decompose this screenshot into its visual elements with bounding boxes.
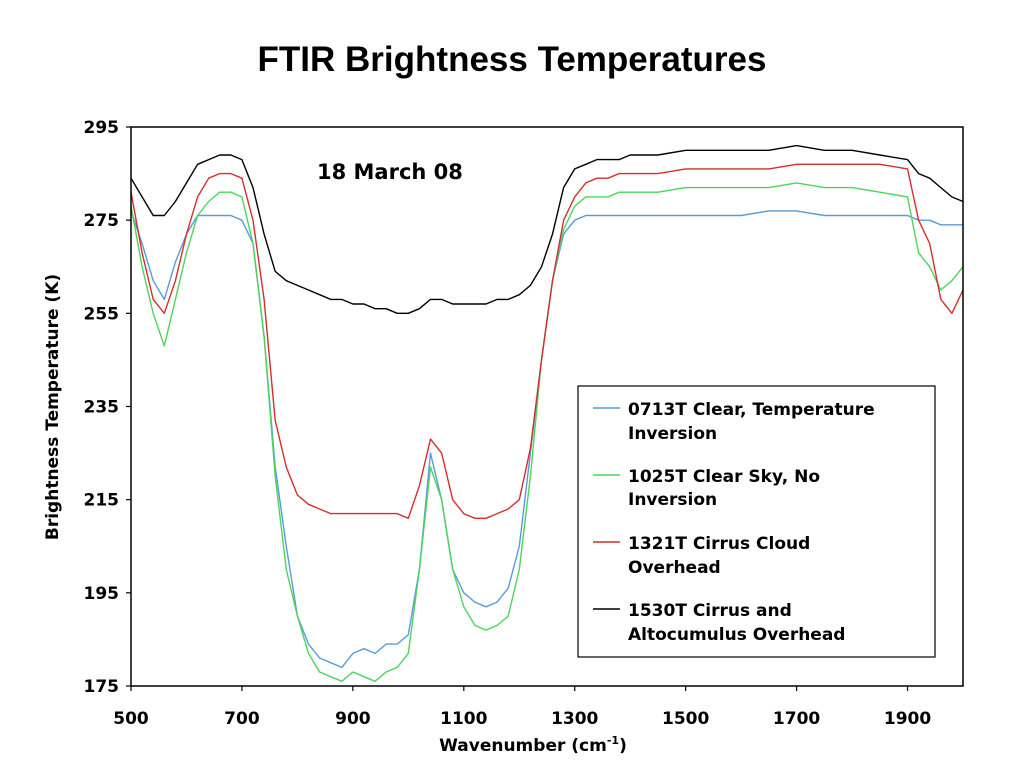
legend-label-2-line1: 1321T Cirrus Cloud — [628, 534, 810, 554]
x-axis-title-text: Wavenumber (cm — [439, 736, 607, 756]
x-tick-label-1300: 1300 — [551, 709, 598, 729]
x-tick-label-1700: 1700 — [773, 709, 820, 729]
legend-label-2-line2: Overhead — [628, 558, 721, 578]
x-tick-label-500: 500 — [113, 709, 149, 729]
x-tick-label-900: 900 — [335, 709, 371, 729]
y-tick-label-235: 235 — [84, 398, 120, 418]
series-line-3 — [130, 144, 964, 314]
x-axis-title-end: ) — [619, 736, 627, 756]
y-tick-label-275: 275 — [84, 211, 120, 231]
y-tick-label-215: 215 — [84, 491, 120, 511]
y-axis-title: Brightness Temperature (K) — [43, 274, 63, 540]
legend-label-1-line1: 1025T Clear Sky, No — [628, 467, 820, 487]
legend-label-0-line2: Inversion — [628, 424, 717, 444]
series-layer — [130, 144, 964, 682]
legend-label-3-line1: 1530T Cirrus and — [628, 601, 792, 621]
y-tick-label-175: 175 — [84, 677, 120, 697]
legend-label-0-line1: 0713T Clear, Temperature — [628, 400, 875, 420]
y-tick-label-255: 255 — [84, 304, 120, 324]
series-line-1 — [130, 182, 964, 682]
legend-box — [577, 385, 936, 658]
legend-label-3-line2: Altocumulus Overhead — [628, 625, 845, 645]
y-tick-label-295: 295 — [84, 118, 120, 138]
x-axis-title-sup: -1 — [607, 734, 619, 747]
legend-label-1-line2: Inversion — [628, 490, 717, 510]
series-line-2 — [130, 163, 964, 519]
series-line-0 — [130, 210, 963, 669]
x-axis-title: Wavenumber (cm-1) — [439, 734, 627, 756]
x-tick-label-700: 700 — [224, 709, 260, 729]
chart-title: FTIR Brightness Temperatures — [257, 40, 767, 79]
x-tick-label-1900: 1900 — [884, 709, 931, 729]
x-tick-label-1100: 1100 — [440, 709, 487, 729]
x-tick-label-1500: 1500 — [662, 709, 709, 729]
y-tick-label-195: 195 — [84, 584, 120, 604]
legend: 0713T Clear, Temperature Inversion 1025T… — [577, 385, 936, 658]
ticks-layer: 500 700 900 1100 1300 1500 1700 1900 175 195 215 23… — [84, 118, 932, 729]
chart-annotation: 18 March 08 — [317, 160, 463, 184]
